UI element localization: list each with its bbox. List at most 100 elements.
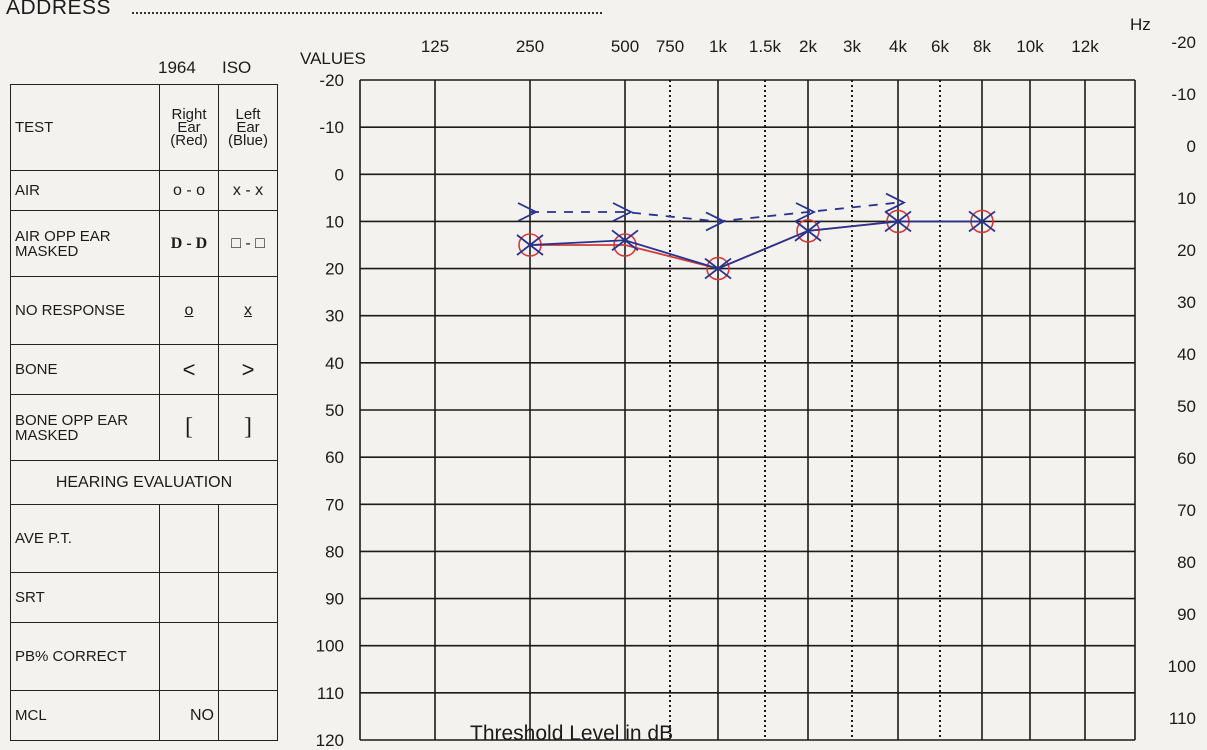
series-line <box>529 220 982 270</box>
left-ear-air-marker <box>516 234 544 256</box>
left-ear-air-marker <box>884 210 912 233</box>
db-tick-label: 50 <box>325 401 344 420</box>
legend-row-label: AIR OPP EAR MASKED <box>9 210 161 277</box>
frequency-tick-label: 3k <box>843 37 861 56</box>
evaluation-right-value <box>159 572 219 623</box>
evaluation-left-value <box>218 572 278 623</box>
db-tick-label-right: 60 <box>1177 449 1196 468</box>
left-ear-air-marker <box>968 210 996 233</box>
db-tick-label: 0 <box>335 165 344 184</box>
db-tick-label: 70 <box>325 495 344 514</box>
db-tick-label-right: -10 <box>1171 85 1196 104</box>
legend-right-symbol: o <box>159 276 219 345</box>
db-tick-label: -20 <box>319 71 344 90</box>
evaluation-right-value <box>159 504 219 573</box>
db-tick-label-right: 10 <box>1177 189 1196 208</box>
db-tick-label-right: 80 <box>1177 553 1196 572</box>
evaluation-left-value <box>218 690 278 741</box>
legend-row-label: BONE <box>9 344 161 395</box>
db-tick-label-right: 70 <box>1177 501 1196 520</box>
series-line <box>530 201 899 223</box>
right-ear-air-marker <box>518 233 542 257</box>
frequency-tick-labels: 125 250 500 750 1k 1.5k 2k 3k 4k 6k 8k 10k 12k <box>421 37 1099 56</box>
legend-row-label: BONE OPP EAR MASKED <box>9 394 161 461</box>
frequency-tick-label: 10k <box>1016 37 1044 56</box>
header-year: 1964 <box>158 58 196 77</box>
db-tick-label-right: 100 <box>1168 657 1196 676</box>
db-tick-label-right: 20 <box>1177 241 1196 260</box>
right-ear-air-marker <box>970 209 994 234</box>
evaluation-left-value <box>218 622 278 691</box>
series-line <box>530 220 982 270</box>
left-ear-bone-marker <box>705 211 727 232</box>
right-ear-air-marker <box>886 209 910 234</box>
address-label: ADDRESS <box>6 0 112 19</box>
legend-right-symbol: o - o <box>159 170 219 211</box>
address-line <box>132 12 602 14</box>
left-ear-air-marker <box>704 257 732 280</box>
db-tick-label: 30 <box>325 307 344 326</box>
db-tick-label-right: 30 <box>1177 293 1196 312</box>
legend-right-symbol: D - D <box>159 210 219 277</box>
left-ear-bone-marker <box>795 202 817 222</box>
left-ear-air-marker <box>794 220 822 242</box>
left-ear-bone-marker <box>612 202 634 222</box>
chart-grid <box>359 79 1136 741</box>
legend-right-symbol: < <box>159 344 219 395</box>
legend-left-ear-header: Left Ear (Blue) <box>218 84 278 171</box>
left-ear-bone-marker <box>885 192 907 213</box>
right-ear-air-marker <box>613 233 637 257</box>
hz-label: Hz <box>1130 15 1151 34</box>
frequency-tick-label: 12k <box>1071 37 1099 56</box>
db-tick-label: 20 <box>325 260 344 279</box>
db-tick-label: 110 <box>317 684 344 703</box>
evaluation-right-value: NO <box>159 690 219 741</box>
frequency-tick-label: 750 <box>656 37 684 56</box>
legend-right-ear-header: Right Ear (Red) <box>159 84 219 171</box>
left-ear-air-marker <box>611 229 639 251</box>
frequency-tick-label: 8k <box>973 37 991 56</box>
evaluation-row-label: AVE P.T. <box>9 504 161 573</box>
hearing-threshold-series <box>516 192 996 281</box>
right-ear-air-marker <box>706 256 730 281</box>
frequency-tick-label: 6k <box>931 37 949 56</box>
evaluation-row-label: PB% CORRECT <box>9 622 161 691</box>
legend-right-symbol: [ <box>159 394 219 461</box>
db-tick-label: -10 <box>319 118 344 137</box>
db-tick-labels-left: -20 -10 0 10 20 30 40 50 60 70 80 90 100 110 120 <box>316 71 344 750</box>
db-tick-label-right: 90 <box>1177 605 1196 624</box>
db-tick-label-right: 40 <box>1177 345 1196 364</box>
frequency-tick-label: 125 <box>421 37 449 56</box>
frequency-tick-label: 4k <box>889 37 907 56</box>
frequency-tick-label: 2k <box>799 37 817 56</box>
values-label: VALUES <box>300 49 366 68</box>
db-tick-label-right: 110 <box>1169 709 1196 728</box>
db-tick-label-right: 0 <box>1187 137 1196 156</box>
right-ear-air-marker <box>796 219 820 243</box>
db-tick-label: 80 <box>325 542 344 561</box>
db-tick-label-right: 50 <box>1177 397 1196 416</box>
db-tick-label: 60 <box>325 448 344 467</box>
legend-row-label: NO RESPONSE <box>9 276 161 345</box>
legend-left-symbol: x - x <box>218 170 278 211</box>
evaluation-row-label: SRT <box>9 572 161 623</box>
frequency-tick-label: 250 <box>516 37 544 56</box>
db-tick-label: 120 <box>316 731 344 750</box>
legend-table: TEST Right Ear (Red) Left Ear (Blue) AIR… <box>9 84 278 741</box>
db-tick-label: 10 <box>325 212 344 231</box>
legend-row-label: AIR <box>9 170 161 211</box>
left-ear-bone-marker <box>517 202 539 222</box>
frequency-tick-label: 1.5k <box>749 37 782 56</box>
db-tick-label-right: -20 <box>1171 33 1196 52</box>
evaluation-row-label: MCL <box>9 690 161 741</box>
hearing-evaluation-title: HEARING EVALUATION <box>10 460 278 505</box>
evaluation-right-value <box>159 622 219 691</box>
legend-left-symbol: □ - □ <box>218 210 278 277</box>
db-tick-label: 40 <box>325 354 344 373</box>
legend-test-label: TEST <box>9 84 161 171</box>
frequency-tick-label: 1k <box>709 37 727 56</box>
db-tick-label: 100 <box>316 637 344 656</box>
chart-caption: Threshold Level in dB <box>470 722 674 745</box>
legend-left-symbol: x <box>218 276 278 345</box>
